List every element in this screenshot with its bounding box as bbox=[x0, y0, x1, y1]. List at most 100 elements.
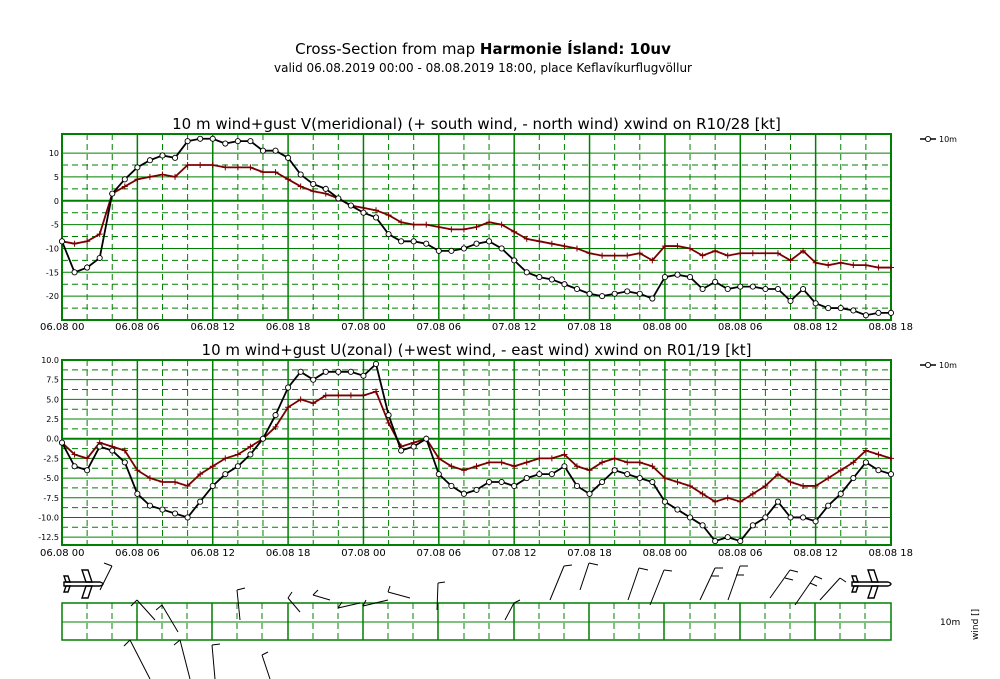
wind-barb bbox=[436, 581, 446, 611]
gust-point bbox=[850, 262, 857, 269]
x-tick-label: 08.08 06 bbox=[718, 322, 763, 333]
wind-barb bbox=[173, 639, 191, 679]
gust-point bbox=[699, 252, 706, 259]
gust-point bbox=[712, 247, 719, 254]
gust-point bbox=[134, 467, 141, 474]
wind-barb bbox=[123, 639, 151, 679]
gust-point bbox=[888, 264, 894, 271]
gust-point bbox=[611, 455, 618, 462]
wind-point bbox=[548, 276, 555, 283]
gust-point bbox=[423, 221, 430, 228]
x-tick-label: 07.08 18 bbox=[567, 322, 612, 333]
gust-point bbox=[385, 212, 392, 219]
wind-barb bbox=[699, 567, 723, 601]
y-tick-label: -7.5 bbox=[43, 494, 59, 503]
gust-point bbox=[850, 459, 857, 466]
wind-point bbox=[423, 435, 430, 442]
y-tick-label: -20 bbox=[46, 292, 59, 301]
gust-point bbox=[234, 451, 241, 458]
gust-point bbox=[862, 447, 869, 454]
wind-point bbox=[171, 510, 179, 517]
wind-point bbox=[297, 368, 304, 375]
wind-point bbox=[259, 435, 267, 442]
wind-point bbox=[398, 447, 405, 454]
wind-point bbox=[310, 181, 317, 188]
wind-point bbox=[272, 147, 279, 154]
wind-point bbox=[222, 471, 229, 478]
gust-point bbox=[84, 238, 91, 245]
wind-point bbox=[800, 285, 807, 293]
gust-point bbox=[297, 183, 304, 190]
wind-point bbox=[561, 463, 568, 470]
gust-point bbox=[498, 221, 505, 228]
x-tick-label: 06.08 00 bbox=[40, 548, 85, 559]
wind-point bbox=[724, 534, 731, 541]
gust-point bbox=[121, 183, 128, 190]
gust-point bbox=[661, 243, 668, 250]
gust-point bbox=[536, 238, 543, 245]
wind-point bbox=[335, 195, 342, 202]
wind-barb bbox=[819, 577, 847, 601]
wind-point bbox=[448, 247, 455, 254]
gust-point bbox=[561, 451, 568, 458]
wind-point bbox=[523, 269, 530, 276]
wind-point bbox=[385, 231, 392, 238]
gust-point bbox=[84, 455, 91, 462]
x-tick-label: 06.08 18 bbox=[266, 322, 311, 333]
wind-point bbox=[712, 538, 719, 545]
page-title: Cross-Section from map Harmonie Ísland: … bbox=[0, 40, 966, 58]
gust-point bbox=[774, 471, 781, 478]
wind-point bbox=[850, 475, 857, 482]
wind-point bbox=[800, 514, 807, 521]
gust-point bbox=[435, 224, 442, 230]
wind-barb-panel: 10m wind [] bbox=[61, 562, 981, 679]
x-tick-label: 08.08 06 bbox=[718, 548, 763, 559]
x-tick-label: 08.08 00 bbox=[643, 322, 688, 333]
gust-point bbox=[234, 164, 241, 171]
wind-point bbox=[712, 278, 719, 285]
wind-point bbox=[435, 471, 442, 478]
x-tick-label: 07.08 12 bbox=[492, 548, 537, 559]
gust-point bbox=[599, 252, 606, 259]
wind-point bbox=[134, 490, 141, 497]
wind-point bbox=[887, 309, 895, 316]
wind-point bbox=[724, 285, 731, 293]
gust-point bbox=[486, 459, 493, 466]
wind-point bbox=[887, 471, 895, 478]
gust-point bbox=[410, 221, 417, 228]
wind-point bbox=[460, 490, 467, 497]
gust-point bbox=[624, 252, 631, 259]
y-tick-label: 7.5 bbox=[46, 376, 59, 385]
gust-point bbox=[599, 459, 606, 466]
wind-point bbox=[611, 467, 618, 474]
gust-point bbox=[498, 459, 505, 466]
wind-point bbox=[347, 368, 354, 375]
wind-point bbox=[372, 214, 380, 221]
wind-axis-label: 10m bbox=[940, 618, 960, 628]
wind-barb bbox=[337, 601, 361, 609]
page-title-bold: Harmonie Ísland: 10uv bbox=[479, 40, 671, 58]
wind-point bbox=[398, 238, 405, 245]
gust-point bbox=[460, 226, 467, 233]
wind-point bbox=[850, 307, 857, 314]
gust-point bbox=[71, 240, 78, 247]
wind-point bbox=[473, 486, 480, 493]
legend: 10m bbox=[920, 361, 957, 370]
y-tick-label: -2.5 bbox=[43, 454, 59, 463]
gust-point bbox=[800, 247, 807, 254]
wind-point bbox=[762, 285, 769, 293]
y-tick-label: 0.0 bbox=[46, 435, 59, 444]
gust-point bbox=[536, 455, 543, 462]
gust-point bbox=[586, 467, 593, 474]
gust-point bbox=[297, 396, 304, 403]
gust-point bbox=[624, 459, 631, 466]
x-tick-label: 07.08 00 bbox=[341, 322, 386, 333]
wind-point bbox=[624, 288, 631, 295]
x-tick-label: 07.08 12 bbox=[492, 322, 537, 333]
gust-point bbox=[310, 188, 317, 195]
wind-point bbox=[774, 285, 782, 293]
wind-barb bbox=[504, 599, 521, 621]
page-title-prefix: Cross-Section from map bbox=[295, 40, 480, 58]
wind-point bbox=[599, 293, 606, 300]
x-tick-label: 08.08 12 bbox=[793, 322, 838, 333]
